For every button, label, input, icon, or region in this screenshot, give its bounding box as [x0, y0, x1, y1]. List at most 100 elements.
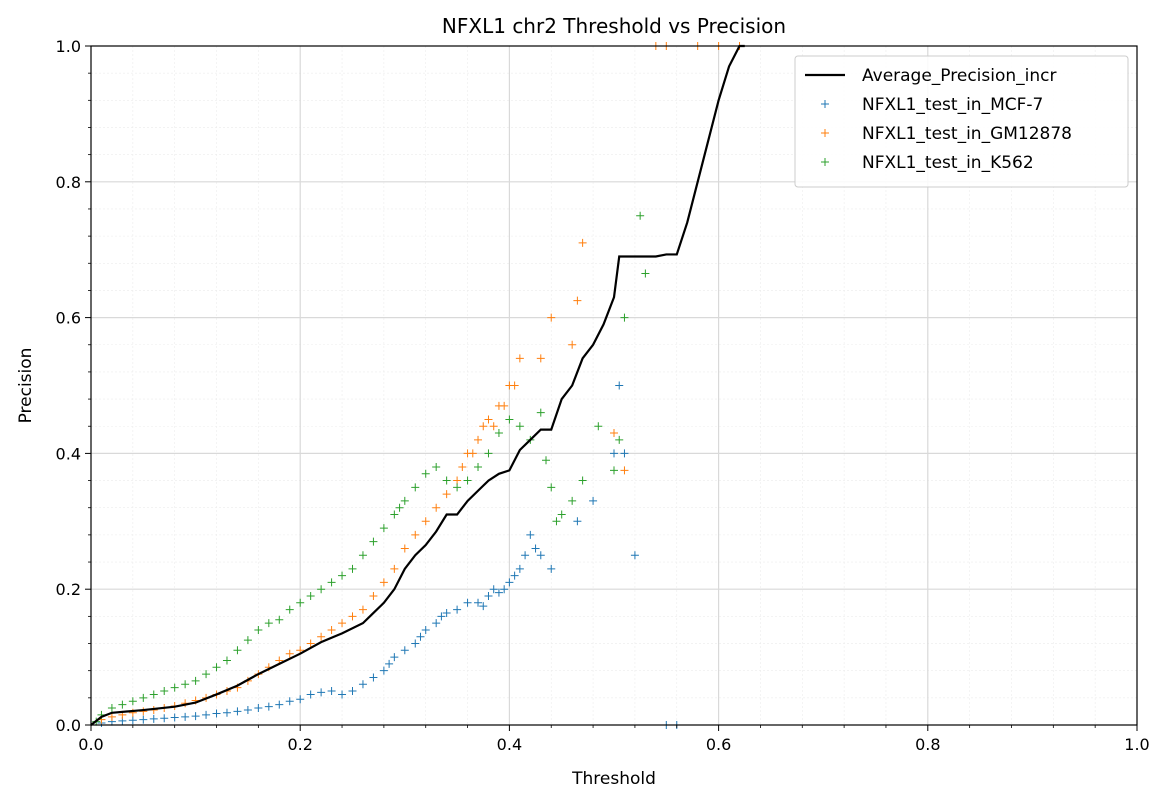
data-point — [338, 619, 347, 628]
data-point — [202, 710, 211, 719]
x-tick-label: 0.2 — [287, 735, 312, 754]
data-point — [264, 619, 273, 628]
data-point — [620, 466, 629, 475]
data-point — [348, 564, 357, 573]
data-point — [610, 429, 618, 438]
data-point — [400, 544, 409, 553]
data-point — [510, 381, 519, 390]
data-point — [610, 449, 618, 458]
x-axis-label: Threshold — [571, 769, 656, 789]
data-point — [641, 269, 650, 278]
data-point — [390, 510, 399, 519]
data-point — [390, 564, 399, 573]
y-tick-label: 0.2 — [56, 580, 81, 599]
legend-label: NFXL1_test_in_GM12878 — [862, 124, 1072, 144]
data-point — [458, 462, 467, 471]
data-point — [437, 612, 446, 621]
data-point — [411, 530, 420, 539]
data-point — [181, 712, 190, 721]
data-point — [531, 544, 540, 553]
data-point — [547, 313, 556, 322]
data-point — [379, 524, 388, 533]
data-point — [489, 585, 498, 594]
x-tick-label: 1.0 — [1124, 735, 1149, 754]
data-point — [494, 429, 503, 438]
data-point — [421, 625, 430, 634]
data-point — [536, 354, 545, 363]
x-tick-label: 0.6 — [706, 735, 731, 754]
data-point — [505, 415, 514, 424]
data-point — [479, 602, 488, 611]
data-point — [536, 408, 545, 417]
data-point — [416, 632, 425, 641]
data-point — [463, 598, 472, 607]
data-point — [536, 551, 545, 560]
data-point — [139, 715, 148, 724]
data-point — [400, 496, 409, 505]
data-point — [620, 313, 629, 322]
data-point — [222, 708, 231, 717]
data-point — [474, 598, 483, 607]
data-point — [573, 296, 582, 305]
data-point — [317, 632, 326, 641]
data-point — [379, 666, 388, 675]
data-point — [348, 612, 357, 621]
data-point — [526, 530, 535, 539]
series-1-points — [97, 381, 681, 729]
y-tick-label: 1.0 — [56, 37, 81, 56]
data-point — [369, 537, 378, 546]
data-point — [285, 649, 294, 658]
data-point — [348, 687, 357, 696]
legend-marker-swatch — [821, 100, 829, 108]
x-tick-label: 0.0 — [78, 735, 103, 754]
data-point — [500, 585, 509, 594]
series-3-points — [92, 211, 650, 726]
data-point — [453, 476, 462, 485]
data-point — [296, 598, 305, 607]
legend-marker-swatch — [821, 158, 829, 166]
data-point — [568, 496, 577, 505]
data-point — [453, 483, 462, 492]
y-tick-label: 0.8 — [56, 173, 81, 192]
data-point — [118, 700, 127, 709]
data-point — [317, 585, 326, 594]
data-point — [160, 714, 169, 723]
data-point — [578, 238, 587, 247]
data-point — [317, 688, 326, 697]
data-point — [630, 551, 639, 560]
data-point — [285, 697, 294, 706]
data-point — [212, 663, 221, 672]
data-point — [107, 704, 116, 713]
data-point — [149, 690, 158, 699]
data-point — [500, 401, 509, 410]
data-point — [542, 456, 551, 465]
data-point — [243, 706, 252, 715]
data-point — [139, 707, 148, 716]
data-point — [202, 670, 211, 679]
data-point — [306, 591, 315, 600]
data-point — [421, 517, 430, 526]
data-point — [615, 381, 624, 390]
data-point — [521, 551, 530, 560]
data-point — [170, 683, 179, 692]
data-point — [275, 615, 284, 624]
data-point — [615, 435, 624, 444]
data-point — [338, 690, 347, 699]
data-point — [547, 483, 556, 492]
data-point — [515, 354, 524, 363]
data-point — [474, 435, 483, 444]
data-point — [474, 462, 483, 471]
data-point — [568, 340, 577, 349]
data-point — [573, 517, 582, 526]
data-point — [578, 476, 587, 485]
data-point — [107, 712, 116, 721]
data-point — [432, 503, 441, 512]
data-point — [233, 707, 242, 716]
legend-label: NFXL1_test_in_K562 — [862, 153, 1034, 173]
data-point — [411, 483, 420, 492]
legend-label: Average_Precision_incr — [862, 66, 1057, 86]
data-point — [453, 605, 462, 614]
data-point — [275, 700, 284, 709]
data-point — [338, 571, 347, 580]
data-point — [358, 680, 367, 689]
